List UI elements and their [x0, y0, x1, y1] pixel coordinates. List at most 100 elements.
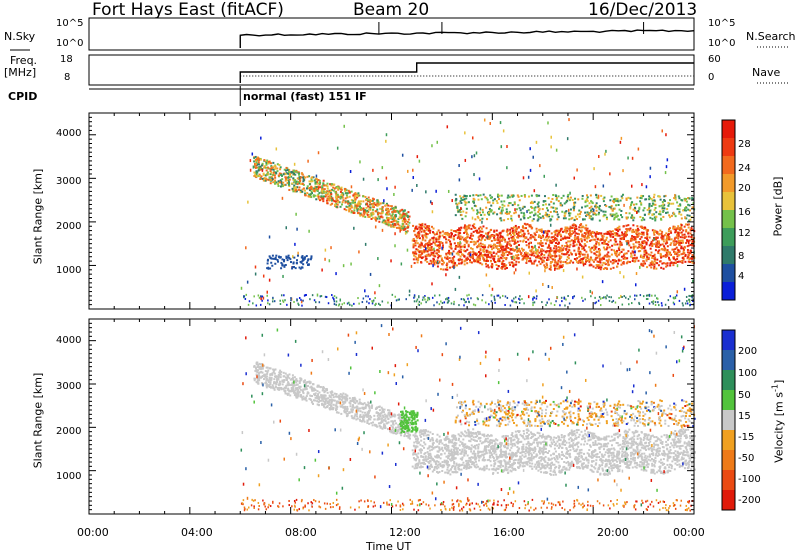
power-scatter-point — [307, 258, 310, 261]
power-scatter-point — [305, 187, 308, 190]
velocity-scatter-point — [273, 369, 276, 372]
power-scatter-point — [669, 251, 672, 254]
power-scatter-point — [546, 209, 549, 212]
power-scatter-point — [584, 232, 587, 235]
power-scatter-point — [535, 248, 537, 252]
power-scatter-point — [440, 257, 443, 260]
power-scatter-point — [416, 228, 419, 231]
power-scatter-point — [645, 294, 648, 297]
power-scatter-point — [658, 232, 661, 235]
power-scatter-point — [467, 253, 470, 256]
power-scatter-point — [520, 229, 523, 232]
power-scatter-point — [286, 256, 289, 259]
power-scatter-point — [584, 201, 587, 204]
power-scatter-point — [456, 237, 459, 240]
power-scatter-point — [299, 260, 302, 263]
power-scatter-point — [625, 233, 628, 236]
power-scatter-point — [437, 253, 440, 256]
power-scatter-point — [543, 238, 546, 241]
power-scatter-point — [433, 242, 436, 245]
power-scatter-point — [425, 247, 427, 251]
power-scatter-point — [279, 256, 282, 259]
power-scatter-point — [477, 236, 480, 239]
power-scatter-point — [387, 209, 390, 212]
power-scatter-point — [597, 242, 600, 245]
power-scatter-point — [688, 209, 691, 212]
power-scatter-point — [490, 265, 493, 268]
power-scatter-point — [304, 294, 307, 297]
velocity-scatter-point — [301, 396, 304, 399]
power-scatter-point — [306, 192, 309, 195]
power-scatter-point — [556, 233, 559, 236]
power-scatter-point — [460, 213, 463, 216]
power-scatter-point — [656, 262, 659, 265]
power-scatter-point — [453, 255, 456, 258]
power-scatter-point — [397, 212, 400, 215]
power-scatter-point — [330, 184, 333, 187]
power-scatter-point — [336, 146, 339, 150]
power-scatter-point — [424, 239, 427, 242]
power-scatter-point — [614, 199, 617, 202]
power-scatter-point — [572, 209, 575, 212]
power-scatter-point — [678, 211, 681, 214]
power-scatter-point — [654, 203, 657, 206]
power-scatter-point — [271, 177, 274, 180]
power-scatter-point — [626, 216, 629, 219]
power-scatter-point — [509, 228, 512, 231]
power-scatter-point — [657, 246, 660, 249]
power-scatter-point — [469, 234, 472, 237]
power-scatter-point — [674, 258, 677, 261]
power-scatter-point — [416, 155, 419, 159]
power-scatter-point — [515, 227, 518, 230]
power-scatter-point — [407, 169, 409, 173]
power-scatter-point — [387, 224, 390, 227]
power-scatter-point — [599, 257, 602, 260]
power-scatter-point — [519, 218, 522, 221]
power-scatter-point — [348, 195, 351, 198]
power-scatter-point — [544, 265, 547, 268]
power-scatter-point — [510, 194, 513, 197]
velocity-scatter-point — [282, 371, 285, 374]
power-scatter-point — [561, 210, 564, 213]
power-scatter-point — [667, 201, 670, 204]
power-scatter-point — [579, 250, 582, 253]
power-scatter-point — [462, 298, 465, 301]
power-scatter-point — [638, 243, 641, 246]
power-scatter-point — [569, 225, 572, 228]
power-scatter-point — [432, 264, 434, 268]
power-scatter-point — [546, 256, 549, 259]
power-scatter-point — [618, 259, 621, 262]
power-scatter-point — [585, 214, 588, 217]
power-scatter-point — [577, 198, 580, 201]
power-scatter-point — [517, 195, 520, 198]
power-scatter-point — [420, 256, 423, 259]
power-scatter-point — [426, 225, 429, 228]
power-scatter-point — [508, 212, 511, 215]
power-scatter-point — [681, 239, 684, 242]
power-scatter-point — [501, 250, 504, 254]
power-scatter-point — [594, 256, 597, 259]
power-scatter-point — [493, 260, 496, 263]
power-scatter-point — [663, 234, 666, 237]
power-scatter-point — [362, 195, 365, 198]
power-scatter-point — [432, 239, 435, 242]
power-scatter-point — [448, 245, 451, 248]
power-scatter-point — [525, 257, 528, 260]
power-scatter-point — [550, 135, 552, 139]
power-scatter-point — [362, 200, 365, 203]
power-scatter-point — [665, 211, 668, 214]
power-scatter-point — [386, 210, 389, 213]
power-scatter-point — [324, 194, 327, 197]
power-scatter-point — [587, 232, 590, 235]
velocity-ytick: 2000 — [56, 426, 82, 437]
power-scatter-point — [393, 219, 396, 222]
power-scatter-point — [284, 173, 287, 176]
power-scatter-point — [259, 166, 262, 169]
power-scatter-point — [627, 156, 629, 160]
power-scatter-point — [332, 199, 335, 202]
power-scatter-point — [571, 227, 574, 230]
power-scatter-point — [684, 260, 687, 263]
power-scatter-point — [264, 177, 267, 180]
power-scatter-point — [523, 302, 525, 305]
power-scatter-point — [264, 179, 267, 182]
